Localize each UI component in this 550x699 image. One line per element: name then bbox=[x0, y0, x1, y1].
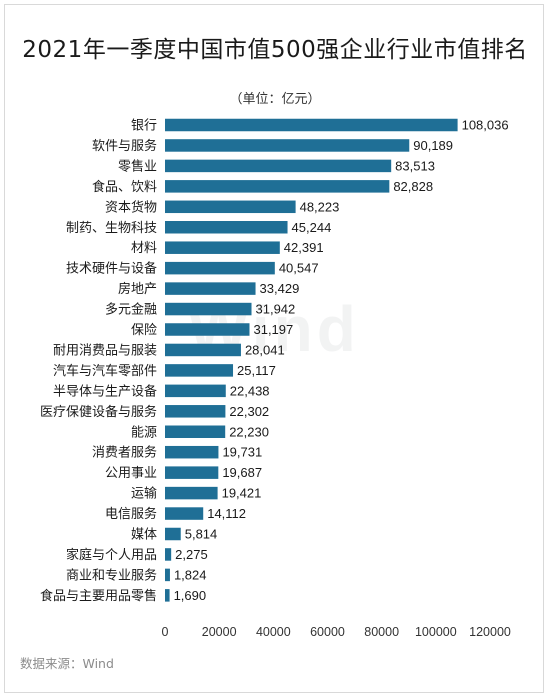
value-label: 45,244 bbox=[292, 220, 332, 235]
category-label: 食品与主要用品零售 bbox=[40, 588, 157, 604]
x-tick-label: 120000 bbox=[469, 625, 511, 639]
chart-title: 2021年一季度中国市值500强企业行业市值排名 bbox=[22, 37, 528, 63]
category-label: 能源 bbox=[131, 425, 157, 440]
category-label: 零售业 bbox=[118, 158, 157, 174]
value-label: 28,041 bbox=[245, 342, 285, 357]
category-label: 汽车与汽车零部件 bbox=[53, 363, 157, 379]
value-label: 83,513 bbox=[395, 158, 435, 173]
bar-12 bbox=[165, 364, 234, 377]
bar-6 bbox=[165, 241, 280, 254]
category-label: 技术硬件与设备 bbox=[66, 261, 157, 277]
value-label: 31,942 bbox=[256, 302, 296, 317]
bar-18 bbox=[165, 486, 218, 500]
bar-17 bbox=[165, 466, 219, 479]
x-tick-label: 0 bbox=[162, 625, 169, 639]
category-label: 软件与服务 bbox=[92, 138, 157, 154]
source-note: 数据来源：Wind bbox=[20, 656, 114, 671]
value-label: 19,687 bbox=[222, 465, 262, 480]
bar-23 bbox=[165, 589, 170, 602]
x-tick-label: 80000 bbox=[364, 625, 399, 639]
category-label: 资本货物 bbox=[105, 199, 157, 215]
value-label: 82,828 bbox=[393, 179, 433, 194]
category-label: 媒体 bbox=[131, 528, 157, 543]
bar-14 bbox=[165, 405, 226, 418]
bar-10 bbox=[165, 323, 250, 336]
bar-22 bbox=[165, 568, 170, 582]
category-label: 公用事业 bbox=[105, 466, 157, 481]
bar-8 bbox=[165, 282, 256, 295]
value-label: 22,438 bbox=[230, 383, 270, 398]
bar-7 bbox=[165, 261, 275, 275]
value-label: 90,189 bbox=[413, 138, 453, 153]
bar-1 bbox=[165, 139, 410, 152]
value-label: 5,814 bbox=[185, 527, 218, 542]
x-tick-label: 20000 bbox=[202, 625, 237, 639]
category-label: 保险 bbox=[131, 323, 157, 338]
value-label: 33,429 bbox=[260, 281, 300, 296]
bar-5 bbox=[165, 221, 288, 234]
bar-3 bbox=[165, 180, 390, 193]
category-label: 医疗保健设备与服务 bbox=[40, 404, 157, 420]
x-tick-label: 60000 bbox=[310, 625, 345, 639]
value-label: 22,302 bbox=[229, 404, 269, 419]
value-label: 14,112 bbox=[207, 506, 246, 521]
value-label: 22,230 bbox=[229, 424, 269, 439]
value-label: 19,731 bbox=[222, 445, 262, 460]
bar-19 bbox=[165, 507, 204, 520]
value-label: 25,117 bbox=[237, 363, 276, 378]
category-label: 运输 bbox=[131, 486, 157, 502]
category-label: 电信服务 bbox=[105, 506, 157, 522]
x-tick-label: 40000 bbox=[256, 625, 291, 639]
x-tick-label: 100000 bbox=[415, 625, 457, 639]
category-label: 制药、生物科技 bbox=[66, 221, 157, 236]
category-label: 商业和专业服务 bbox=[66, 567, 157, 583]
category-label: 房地产 bbox=[118, 281, 157, 297]
category-label: 半导体与生产设备 bbox=[53, 383, 157, 399]
bar-4 bbox=[165, 200, 296, 214]
value-label: 42,391 bbox=[284, 240, 324, 255]
bar-21 bbox=[165, 548, 172, 561]
value-label: 2,275 bbox=[175, 547, 208, 562]
bar-16 bbox=[165, 445, 219, 459]
value-label: 1,824 bbox=[174, 567, 207, 582]
bar-15 bbox=[165, 425, 226, 438]
category-label: 多元金融 bbox=[105, 302, 157, 318]
value-label: 19,421 bbox=[222, 486, 262, 501]
value-label: 40,547 bbox=[279, 261, 319, 276]
value-label: 48,223 bbox=[300, 199, 340, 214]
unit-label: （单位：亿元） bbox=[229, 92, 321, 107]
value-label: 31,197 bbox=[253, 322, 293, 337]
category-label: 食品、饮料 bbox=[92, 179, 157, 195]
bar-11 bbox=[165, 343, 241, 357]
bar-0 bbox=[165, 118, 458, 132]
category-label: 家庭与个人用品 bbox=[66, 547, 157, 563]
bar-2 bbox=[165, 159, 392, 173]
bar-9 bbox=[165, 302, 252, 316]
category-label: 银行 bbox=[131, 119, 157, 134]
bar-20 bbox=[165, 527, 181, 541]
category-label: 耐用消费品与服装 bbox=[53, 343, 157, 358]
value-label: 108,036 bbox=[462, 118, 509, 133]
bar-13 bbox=[165, 384, 226, 398]
value-label: 1,690 bbox=[174, 588, 207, 603]
category-label: 材料 bbox=[131, 241, 157, 256]
category-label: 消费者服务 bbox=[92, 445, 157, 461]
